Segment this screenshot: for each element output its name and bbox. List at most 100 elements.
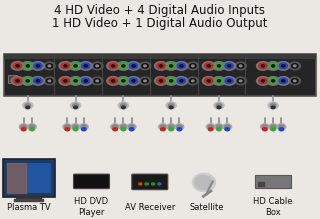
Circle shape xyxy=(261,65,265,67)
Circle shape xyxy=(44,62,55,70)
Circle shape xyxy=(271,128,276,131)
Circle shape xyxy=(127,77,140,85)
Circle shape xyxy=(225,128,229,131)
Circle shape xyxy=(129,63,138,69)
Circle shape xyxy=(111,124,119,130)
Circle shape xyxy=(282,80,285,82)
Circle shape xyxy=(32,77,44,85)
Circle shape xyxy=(204,63,213,69)
Circle shape xyxy=(165,77,178,85)
Circle shape xyxy=(259,78,267,84)
Circle shape xyxy=(13,63,22,69)
Circle shape xyxy=(132,65,135,67)
Circle shape xyxy=(155,77,167,85)
Circle shape xyxy=(277,77,290,85)
FancyBboxPatch shape xyxy=(3,159,55,197)
Circle shape xyxy=(239,65,242,67)
Circle shape xyxy=(270,125,276,129)
Circle shape xyxy=(73,104,78,107)
Circle shape xyxy=(94,64,100,68)
Circle shape xyxy=(223,62,236,70)
FancyBboxPatch shape xyxy=(132,174,168,190)
Circle shape xyxy=(139,62,151,70)
Circle shape xyxy=(289,77,300,85)
Circle shape xyxy=(190,64,196,68)
Circle shape xyxy=(16,65,19,67)
Circle shape xyxy=(207,80,210,82)
Circle shape xyxy=(121,104,126,107)
Circle shape xyxy=(107,77,120,85)
Circle shape xyxy=(96,65,99,67)
Circle shape xyxy=(225,78,233,84)
Circle shape xyxy=(82,128,86,131)
Circle shape xyxy=(25,104,31,107)
Circle shape xyxy=(177,128,182,131)
Circle shape xyxy=(271,106,275,109)
Circle shape xyxy=(217,80,220,82)
Circle shape xyxy=(122,65,125,67)
Circle shape xyxy=(159,65,163,67)
Circle shape xyxy=(167,124,175,130)
FancyBboxPatch shape xyxy=(7,163,51,193)
Circle shape xyxy=(144,80,146,82)
Circle shape xyxy=(289,62,300,70)
Circle shape xyxy=(269,78,277,84)
Circle shape xyxy=(74,80,77,82)
Circle shape xyxy=(157,78,165,84)
Circle shape xyxy=(11,62,24,70)
Circle shape xyxy=(293,65,296,67)
Ellipse shape xyxy=(195,175,212,189)
Circle shape xyxy=(237,79,244,83)
Circle shape xyxy=(170,65,173,67)
Circle shape xyxy=(217,128,221,131)
Circle shape xyxy=(112,65,115,67)
Circle shape xyxy=(24,63,32,69)
Circle shape xyxy=(155,62,167,70)
Circle shape xyxy=(59,77,72,85)
Circle shape xyxy=(142,64,148,68)
Circle shape xyxy=(122,106,125,109)
Circle shape xyxy=(16,80,19,82)
Circle shape xyxy=(279,78,287,84)
Circle shape xyxy=(19,124,28,130)
Circle shape xyxy=(109,78,117,84)
Circle shape xyxy=(34,78,42,84)
Circle shape xyxy=(169,128,173,131)
Circle shape xyxy=(26,65,29,67)
Text: 1 HD Video + 1 Digital Audio Output: 1 HD Video + 1 Digital Audio Output xyxy=(52,17,268,30)
Circle shape xyxy=(260,124,269,130)
Circle shape xyxy=(235,62,246,70)
Circle shape xyxy=(187,77,198,85)
Circle shape xyxy=(26,106,30,109)
Circle shape xyxy=(48,80,51,82)
Circle shape xyxy=(180,80,183,82)
Circle shape xyxy=(122,80,125,82)
Circle shape xyxy=(212,77,225,85)
Circle shape xyxy=(217,106,221,109)
Circle shape xyxy=(158,124,167,130)
Circle shape xyxy=(94,79,100,83)
Circle shape xyxy=(26,80,29,82)
Circle shape xyxy=(46,79,52,83)
Circle shape xyxy=(92,77,103,85)
Circle shape xyxy=(142,79,148,83)
Circle shape xyxy=(167,78,175,84)
Circle shape xyxy=(107,62,120,70)
Circle shape xyxy=(202,62,215,70)
Circle shape xyxy=(207,65,210,67)
Circle shape xyxy=(271,80,275,82)
Circle shape xyxy=(119,124,128,130)
Circle shape xyxy=(235,77,246,85)
Circle shape xyxy=(268,102,278,109)
Circle shape xyxy=(267,77,279,85)
Circle shape xyxy=(74,106,77,109)
Circle shape xyxy=(117,62,130,70)
Circle shape xyxy=(29,125,35,129)
Circle shape xyxy=(21,62,34,70)
Circle shape xyxy=(139,77,151,85)
Circle shape xyxy=(175,77,188,85)
Circle shape xyxy=(79,62,92,70)
Circle shape xyxy=(261,80,265,82)
Circle shape xyxy=(175,124,184,130)
Circle shape xyxy=(73,128,78,131)
